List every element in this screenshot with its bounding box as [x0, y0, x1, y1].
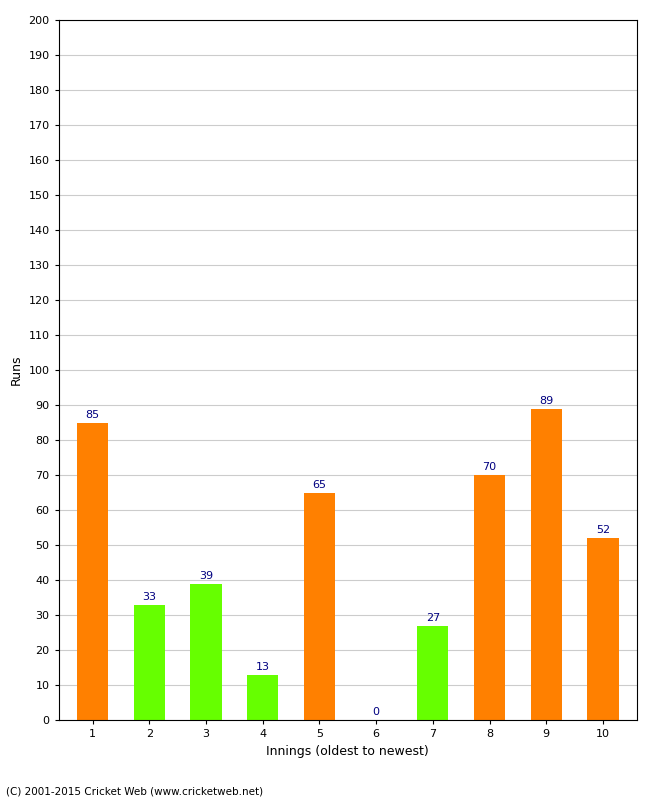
- Y-axis label: Runs: Runs: [10, 354, 23, 386]
- Bar: [247, 674, 278, 720]
- X-axis label: Innings (oldest to newest): Innings (oldest to newest): [266, 745, 429, 758]
- Text: (C) 2001-2015 Cricket Web (www.cricketweb.net): (C) 2001-2015 Cricket Web (www.cricketwe…: [6, 786, 264, 796]
- Bar: [417, 626, 448, 720]
- Text: 52: 52: [596, 526, 610, 535]
- Bar: [77, 422, 108, 720]
- Bar: [134, 605, 165, 720]
- Bar: [474, 475, 505, 720]
- Text: 89: 89: [539, 396, 553, 406]
- Bar: [530, 409, 562, 720]
- Text: 85: 85: [85, 410, 99, 420]
- Text: 33: 33: [142, 592, 156, 602]
- Text: 39: 39: [199, 570, 213, 581]
- Text: 27: 27: [426, 613, 440, 622]
- Bar: [588, 538, 619, 720]
- Text: 13: 13: [255, 662, 270, 672]
- Bar: [304, 493, 335, 720]
- Text: 70: 70: [482, 462, 497, 472]
- Text: 0: 0: [372, 707, 380, 718]
- Bar: [190, 583, 222, 720]
- Text: 65: 65: [313, 480, 326, 490]
